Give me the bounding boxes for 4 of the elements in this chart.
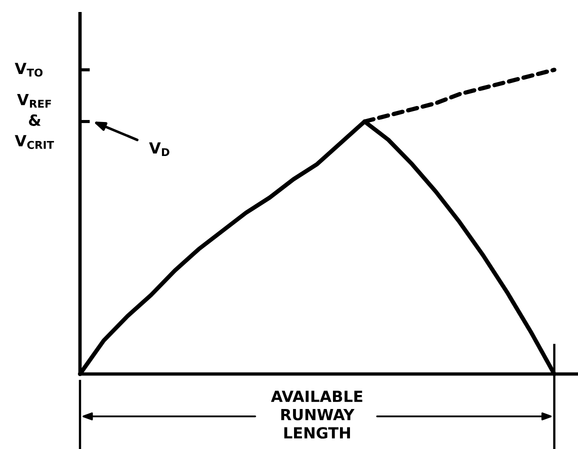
text: V$_{REF}$ & V$_{CRIT}$: [14, 94, 54, 149]
annotation: V$_{D}$: [149, 142, 170, 156]
text: V$_{TO}$: [14, 62, 43, 77]
x-axis-title: AVAILABLE RUNWAY LENGTH: [270, 390, 362, 439]
